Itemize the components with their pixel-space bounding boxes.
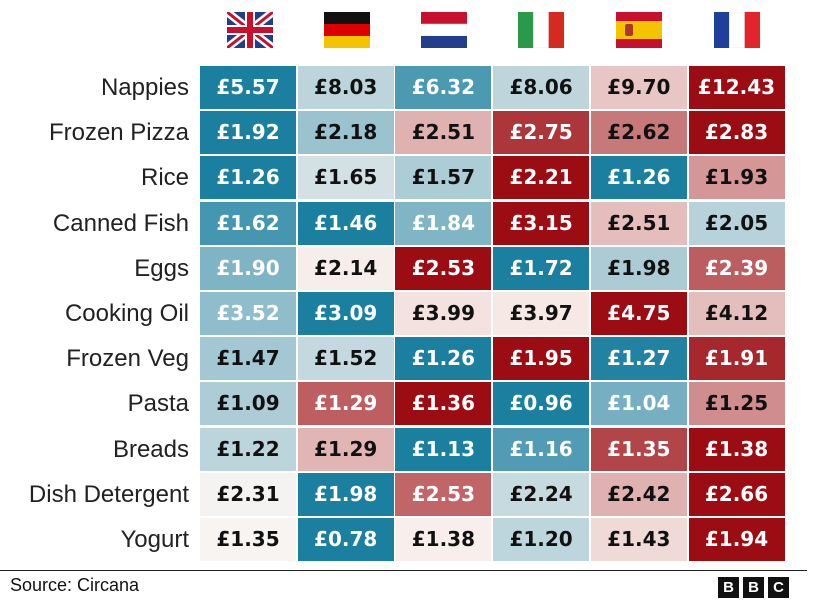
heatmap-cell: £1.98 <box>297 472 394 516</box>
heatmap-cell: £1.16 <box>493 427 590 471</box>
heatmap-cell: £8.06 <box>493 66 590 109</box>
heatmap-cell: £2.24 <box>493 472 590 516</box>
heatmap-cell: £0.78 <box>297 518 394 561</box>
heatmap-cell: £2.21 <box>493 156 590 200</box>
heatmap-cell: £1.84 <box>395 201 492 245</box>
heatmap-cell: £1.26 <box>590 156 687 200</box>
heatmap-cell: £4.75 <box>590 292 687 335</box>
heatmap-cell: £2.75 <box>493 111 590 155</box>
heatmap-cell: £1.20 <box>493 518 590 561</box>
netherlands-flag-icon <box>421 12 467 48</box>
heatmap-cell: £8.03 <box>297 66 394 109</box>
row-label: Pasta <box>127 390 189 418</box>
heatmap-cell: £2.42 <box>590 472 687 516</box>
heatmap-cell: £1.91 <box>688 337 785 381</box>
heatmap-cell: £1.93 <box>688 156 785 200</box>
heatmap-cell: £1.38 <box>395 518 492 561</box>
heatmap-cell: £2.39 <box>688 246 785 290</box>
heatmap-cell: £3.52 <box>200 292 296 335</box>
heatmap-cell: £3.97 <box>493 292 590 335</box>
row-label: Cooking Oil <box>64 300 189 327</box>
heatmap-cell: £1.29 <box>297 382 394 426</box>
heatmap-cell: £1.62 <box>200 201 296 245</box>
heatmap-cell: £1.65 <box>297 156 394 200</box>
heatmap-cell: £1.95 <box>493 337 590 381</box>
footer-divider <box>0 570 807 571</box>
heatmap-cell: £1.35 <box>590 427 687 471</box>
heatmap-cell: £1.90 <box>200 246 296 290</box>
heatmap-cell: £1.72 <box>493 246 590 290</box>
heatmap-cell: £2.53 <box>395 472 492 516</box>
heatmap-cell: £2.51 <box>395 111 492 155</box>
heatmap-cell: £1.09 <box>200 382 296 426</box>
heatmap-cell: £4.12 <box>688 292 785 335</box>
heatmap-cell: £1.52 <box>297 337 394 381</box>
row-label: Eggs <box>134 254 189 282</box>
heatmap-cell: £1.94 <box>688 518 785 561</box>
row-label: Breads <box>112 435 189 463</box>
bbc-logo-b2: B <box>743 577 764 598</box>
heatmap-cell: £1.22 <box>200 427 296 471</box>
uk-flag-icon <box>227 12 273 48</box>
heatmap-cell: £1.25 <box>688 382 785 426</box>
bbc-logo-c: C <box>768 577 789 598</box>
heatmap-cell: £1.13 <box>395 427 492 471</box>
heatmap-cell: £2.31 <box>200 472 296 516</box>
heatmap-cell: £1.98 <box>590 246 687 290</box>
heatmap-cell: £2.53 <box>395 246 492 290</box>
row-label: Dish Detergent <box>28 480 189 508</box>
heatmap-cell: £2.62 <box>590 111 687 155</box>
italy-flag-icon <box>518 12 564 48</box>
heatmap-cell: £1.26 <box>395 337 492 381</box>
row-label: Frozen Veg <box>66 345 189 373</box>
france-flag-icon <box>714 12 760 48</box>
heatmap-cell: £3.09 <box>297 292 394 335</box>
heatmap-cell: £5.57 <box>200 66 296 109</box>
heatmap-cell: £1.35 <box>200 518 296 561</box>
heatmap-cell: £1.46 <box>297 201 394 245</box>
source-note: Source: Circana <box>10 575 140 595</box>
heatmap-cell: £12.43 <box>688 66 785 109</box>
heatmap-cell: £2.83 <box>688 111 785 155</box>
row-label: Canned Fish <box>52 209 189 237</box>
heatmap-cell: £1.29 <box>297 427 394 471</box>
row-label: Yogurt <box>120 526 189 553</box>
row-label: Frozen Pizza <box>48 119 189 147</box>
heatmap-cell: £3.99 <box>395 292 492 335</box>
bbc-logo-b1: B <box>718 577 739 598</box>
heatmap-cell: £1.27 <box>590 337 687 381</box>
heatmap-cell: £1.92 <box>200 111 296 155</box>
row-label: Nappies <box>100 74 189 101</box>
heatmap-cell: £6.32 <box>395 66 492 109</box>
heatmap-cell: £9.70 <box>590 66 687 109</box>
heatmap-cell: £1.38 <box>688 427 785 471</box>
heatmap-cell: £1.04 <box>590 382 687 426</box>
heatmap-cell: £0.96 <box>493 382 590 426</box>
row-label: Rice <box>140 164 189 192</box>
heatmap-cell: £1.47 <box>200 337 296 381</box>
heatmap-cell: £1.26 <box>200 156 296 200</box>
heatmap-cell: £2.66 <box>688 472 785 516</box>
heatmap-cell: £3.15 <box>493 201 590 245</box>
spain-flag-icon <box>616 12 662 48</box>
heatmap-cell: £1.43 <box>590 518 687 561</box>
heatmap-cell: £2.14 <box>297 246 394 290</box>
heatmap-cell: £2.51 <box>590 201 687 245</box>
germany-flag-icon <box>324 12 370 48</box>
heatmap-cell: £1.36 <box>395 382 492 426</box>
heatmap-cell: £2.05 <box>688 201 785 245</box>
heatmap-cell: £1.57 <box>395 156 492 200</box>
heatmap-cell: £2.18 <box>297 111 394 155</box>
